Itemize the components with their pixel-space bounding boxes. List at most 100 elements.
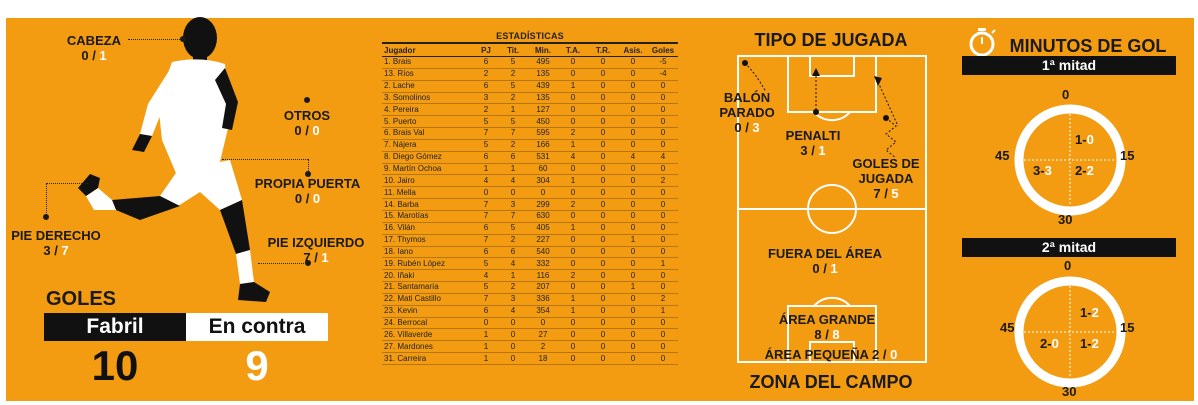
table-cell: 0 — [588, 305, 618, 318]
stats-col-header: T.R. — [588, 44, 618, 57]
table-cell: 0 — [588, 127, 618, 140]
table-cell: 6 — [474, 222, 498, 235]
table-cell: 0 — [588, 210, 618, 223]
table-cell: 5 — [498, 56, 528, 69]
table-cell: 0 — [618, 92, 648, 105]
stats-header-row: Jugador PJ Tit. Min. T.A. T.R. Asis. Goles — [382, 44, 678, 57]
table-cell: 0 — [558, 210, 588, 223]
table-cell: 26. Villaverde — [382, 328, 474, 342]
table-cell: 2 — [498, 234, 528, 247]
first-half-tick-0: 0 — [1062, 87, 1070, 102]
table-cell: 5 — [474, 281, 498, 294]
first-half-q3-score: 3-3 — [1033, 163, 1052, 178]
second-half-tick-15: 15 — [1120, 320, 1135, 335]
table-cell: 630 — [528, 210, 558, 223]
table-cell: 3 — [474, 92, 498, 105]
table-cell: 5 — [474, 115, 498, 129]
table-cell: 7 — [474, 293, 498, 306]
table-cell: 60 — [528, 163, 558, 176]
table-cell: 1 — [558, 305, 588, 318]
table-cell: 0 — [558, 68, 588, 81]
table-cell: 540 — [528, 246, 558, 259]
stats-title: ESTADÍSTICAS — [382, 30, 678, 44]
table-cell: 7 — [474, 234, 498, 247]
table-cell: 207 — [528, 281, 558, 294]
table-cell: 0 — [618, 246, 648, 259]
table-cell: 6. Brais Val — [382, 127, 474, 140]
table-cell: 0 — [618, 127, 648, 140]
table-cell: 18. Iano — [382, 246, 474, 259]
table-cell: 439 — [528, 80, 558, 93]
table-cell: 2 — [648, 293, 678, 306]
table-cell: 0 — [588, 139, 618, 152]
table-row: 2. Lache 6 5 439 1 0 0 0 — [382, 80, 678, 93]
table-cell: 0 — [618, 317, 648, 330]
table-row: 4. Pereira 2 1 127 0 0 0 0 — [382, 103, 678, 117]
table-cell: 0 — [558, 328, 588, 342]
table-row: 8. Diego Gómez 6 6 531 4 0 4 4 — [382, 151, 678, 164]
table-cell: 1 — [618, 234, 648, 247]
table-cell: -4 — [648, 68, 678, 81]
head-label: CABEZA 0 / 1 — [66, 33, 122, 63]
table-cell: 0 — [558, 186, 588, 200]
second-half-q3-score: 2-0 — [1040, 336, 1059, 351]
table-cell: 1 — [558, 80, 588, 93]
table-cell: 13. Ríos — [382, 68, 474, 81]
first-half-q1-score: 1-0 — [1075, 132, 1094, 147]
table-cell: 0 — [618, 198, 648, 211]
table-cell: 0 — [588, 92, 618, 105]
big-area-label: ÁREA GRANDE 8 / 8 — [778, 312, 876, 342]
table-row: 24. Berrocal 0 0 0 0 0 0 0 — [382, 317, 678, 330]
other-marker — [304, 97, 310, 103]
table-cell: 0 — [588, 115, 618, 129]
table-cell: 0 — [648, 186, 678, 200]
table-cell: 0 — [558, 92, 588, 105]
first-half-tick-30: 30 — [1058, 212, 1073, 227]
table-cell: 22. Mati Castillo — [382, 293, 474, 306]
table-cell: 3 — [498, 198, 528, 211]
first-half-tick-45: 45 — [995, 148, 1010, 163]
table-cell: 0 — [474, 317, 498, 330]
table-cell: 5 — [498, 115, 528, 129]
stats-col-header: Tit. — [498, 44, 528, 57]
table-cell: 6 — [498, 246, 528, 259]
table-row: 1. Brais 6 5 495 0 0 0 -5 — [382, 56, 678, 69]
table-cell: 0 — [618, 328, 648, 342]
table-cell: 17. Thymos — [382, 234, 474, 247]
table-cell: 27. Mardones — [382, 340, 474, 354]
table-cell: 0 — [558, 340, 588, 354]
table-cell: 15. Marotías — [382, 210, 474, 223]
table-cell: 166 — [528, 139, 558, 152]
table-cell: 24. Berrocal — [382, 317, 474, 330]
stopwatch-icon — [969, 28, 996, 57]
table-cell: 405 — [528, 222, 558, 235]
stats-body: 1. Brais 6 5 495 0 0 0 -5 13. Ríos 2 2 135 0 0 0 -4 2. L… — [382, 56, 678, 365]
table-cell: 31. Carreira — [382, 352, 474, 365]
table-cell: 16. Vilán — [382, 222, 474, 235]
table-cell: 0 — [474, 186, 498, 200]
table-row: 13. Ríos 2 2 135 0 0 0 -4 — [382, 68, 678, 81]
open-play-label: GOLES DE JUGADA 7 / 5 — [852, 156, 920, 201]
table-row: 5. Puerto 5 5 450 0 0 0 0 — [382, 115, 678, 129]
table-cell: 0 — [618, 340, 648, 354]
table-cell: 0 — [498, 186, 528, 200]
table-cell: 1 — [648, 257, 678, 271]
table-row: 6. Brais Val 7 7 595 2 0 0 0 — [382, 127, 678, 140]
table-cell: 5 — [498, 222, 528, 235]
table-cell: 0 — [648, 127, 678, 140]
table-cell: 5 — [474, 139, 498, 152]
table-cell: 0 — [558, 281, 588, 294]
right-foot-leader-v — [46, 183, 47, 217]
table-cell: 1 — [474, 163, 498, 176]
table-cell: 6 — [474, 246, 498, 259]
table-cell: 0 — [588, 68, 618, 81]
table-cell: 20. Iñaki — [382, 269, 474, 283]
goals-for-value: 10 — [91, 342, 139, 389]
table-cell: 6 — [474, 151, 498, 164]
set-piece-label: BALÓN PARADO 0 / 3 — [719, 90, 775, 135]
table-cell: 0 — [648, 328, 678, 342]
table-cell: 227 — [528, 234, 558, 247]
own-goal-label: PROPIA PUERTA 0 / 0 — [254, 176, 361, 206]
table-cell: 4 — [498, 174, 528, 188]
table-cell: 0 — [648, 92, 678, 105]
